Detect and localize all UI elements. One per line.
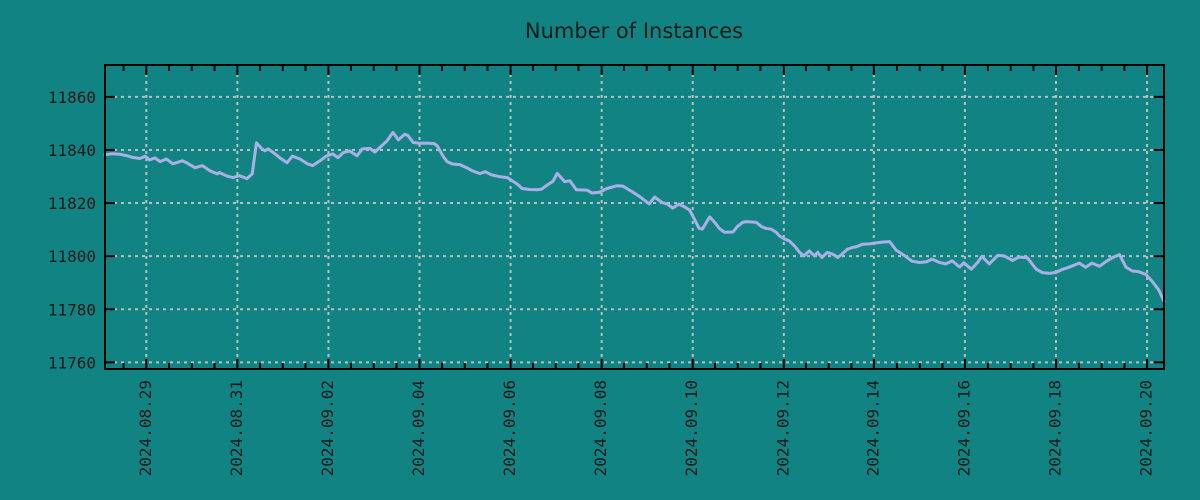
y-tick-label: 11800 [48,247,96,266]
x-tick-label: 2024.09.06 [500,380,519,476]
grid-layer [107,67,1162,367]
x-tick-label: 2024.09.12 [773,380,792,476]
x-tick-label: 2024.09.08 [591,380,610,476]
y-tick-label: 11860 [48,88,96,107]
x-tick-label: 2024.09.18 [1045,380,1064,476]
x-tick-label: 2024.09.02 [318,380,337,476]
x-tick-label: 2024.09.04 [409,380,428,476]
axis-layer [104,64,1165,370]
x-tick-label: 2024.09.16 [954,380,973,476]
x-tick-label: 2024.09.10 [682,380,701,476]
data-series-line [103,130,1166,303]
y-tick-label: 11780 [48,300,96,319]
y-tick-label: 11760 [48,353,96,372]
y-tick-label: 11840 [48,141,96,160]
series-layer [103,130,1166,303]
y-tick-label: 11820 [48,194,96,213]
x-tick-label: 2024.08.29 [136,380,155,476]
x-tick-label: 2024.08.31 [227,380,246,476]
plot-border [104,64,1165,370]
label-layer: 11760 11780 11800 11820 11840 11860 2024.08.29… [48,88,1156,476]
chart-title: Number of Instances [525,19,743,43]
x-tick-label: 2024.09.20 [1137,380,1156,476]
x-tick-label: 2024.09.14 [863,380,882,476]
